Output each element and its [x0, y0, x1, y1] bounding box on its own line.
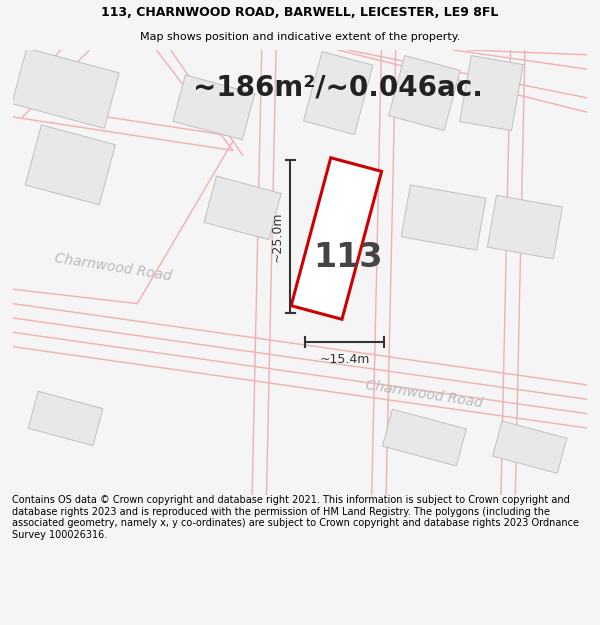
Polygon shape: [382, 409, 466, 466]
Polygon shape: [28, 391, 103, 446]
Polygon shape: [401, 185, 486, 250]
Polygon shape: [291, 158, 382, 319]
Text: ~186m²/~0.046ac.: ~186m²/~0.046ac.: [193, 74, 483, 102]
Polygon shape: [487, 195, 562, 259]
Text: Map shows position and indicative extent of the property.: Map shows position and indicative extent…: [140, 32, 460, 43]
Polygon shape: [12, 48, 119, 128]
Polygon shape: [389, 56, 460, 131]
Text: ~25.0m: ~25.0m: [271, 211, 284, 262]
Text: Contains OS data © Crown copyright and database right 2021. This information is : Contains OS data © Crown copyright and d…: [12, 495, 579, 540]
Polygon shape: [304, 52, 373, 134]
Polygon shape: [173, 75, 255, 140]
Polygon shape: [204, 176, 281, 239]
Polygon shape: [493, 421, 567, 473]
Polygon shape: [460, 56, 523, 131]
Text: 113, CHARNWOOD ROAD, BARWELL, LEICESTER, LE9 8FL: 113, CHARNWOOD ROAD, BARWELL, LEICESTER,…: [101, 6, 499, 19]
Text: ~15.4m: ~15.4m: [319, 352, 370, 366]
Polygon shape: [25, 125, 115, 205]
Text: Charnwood Road: Charnwood Road: [54, 251, 173, 283]
Text: Charnwood Road: Charnwood Road: [365, 378, 484, 411]
Text: 113: 113: [313, 241, 383, 274]
